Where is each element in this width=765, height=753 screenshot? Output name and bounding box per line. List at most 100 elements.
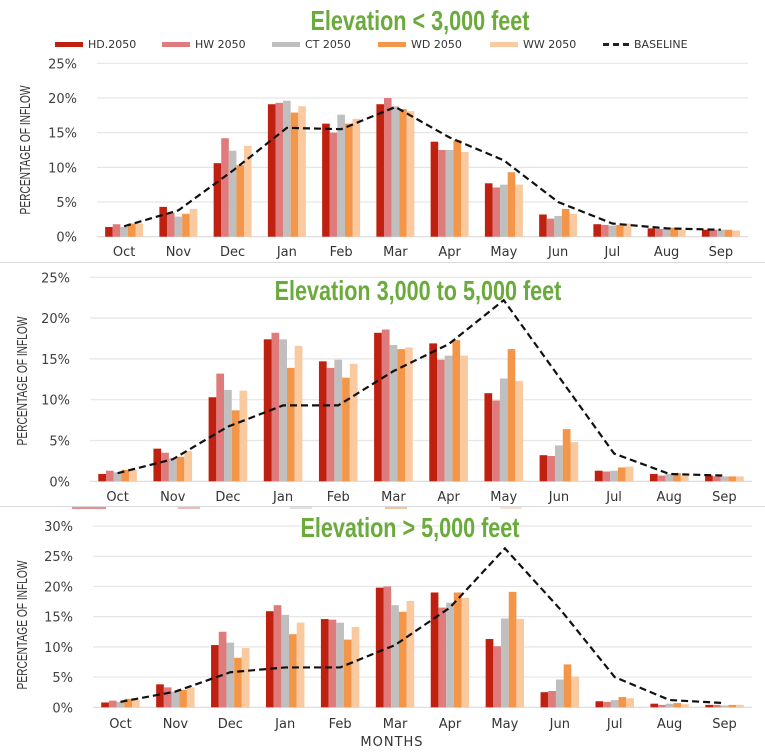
bar-hd-2050-jun <box>539 455 548 482</box>
bar-ww-2050-jul <box>623 223 632 237</box>
bar-ww-2050-dec <box>244 145 252 237</box>
bar-ww-2050-dec <box>241 648 250 708</box>
x-tick-label: Sep <box>709 245 734 260</box>
bar-ct-2050-mar <box>391 605 399 708</box>
bar-wd-2050-apr <box>452 340 461 482</box>
baseline-line <box>120 546 725 705</box>
bar-ww-2050-nov <box>186 687 195 708</box>
bar-wd-2050-oct <box>121 469 130 482</box>
legend-label-hw: HW 2050 <box>195 38 246 51</box>
bar-wd-2050-dec <box>236 165 245 237</box>
bar-hw-2050-oct <box>112 224 121 237</box>
x-tick-label: Oct <box>113 245 135 260</box>
y-tick-label: 5% <box>52 671 73 686</box>
bar-hw-2050-jul <box>600 224 609 237</box>
bar-hw-2050-jul <box>603 701 611 708</box>
legend-item-baseline: BASELINE <box>603 38 688 51</box>
bar-wd-2050-apr <box>453 140 462 237</box>
bar-ww-2050-jan <box>298 106 306 237</box>
x-tick-label: May <box>491 717 518 732</box>
legend-swatch-hd <box>55 42 83 47</box>
bar-ww-2050-jan <box>294 345 303 482</box>
bar-hd-2050-aug <box>649 473 658 482</box>
x-tick-label: Aug <box>657 717 682 732</box>
bar-hd-2050-jan <box>263 339 272 482</box>
bar-ct-2050-jan <box>283 100 291 237</box>
chart-title: Elevation > 5,000 feet <box>301 514 520 544</box>
x-tick-label: Sep <box>712 490 737 505</box>
x-tick-label: Oct <box>109 717 131 732</box>
bar-ct-2050-may <box>499 378 508 482</box>
bar-hd-2050-feb <box>322 123 330 237</box>
legend-swatch-ww <box>490 42 518 47</box>
bar-wd-2050-feb <box>344 123 353 237</box>
bar-ww-2050-nov <box>184 451 193 482</box>
y-axis-label: PERCENTAGE OF INFLOW <box>17 85 33 214</box>
chart-title: Elevation 3,000 to 5,000 feet <box>275 277 562 307</box>
chart-panel-mid-elevation: 0% 5% 10% 15% 20% 25% Oct Nov Dec Jan Feb Mar Apr May… <box>0 263 765 505</box>
bar-ww-2050-oct <box>129 469 137 482</box>
bar-ww-2050-may <box>515 184 523 237</box>
bar-hw-2050-jan <box>271 332 280 482</box>
x-tick-label: Jun <box>549 717 570 732</box>
y-tick-label: 10% <box>48 161 77 176</box>
bar-wd-2050-feb <box>342 377 350 482</box>
y-tick-label: 15% <box>44 611 73 626</box>
bar-hd-2050-dec <box>213 163 222 237</box>
legend-label-baseline: BASELINE <box>634 38 688 51</box>
x-tick-label: Nov <box>160 490 186 505</box>
bar-ct-2050-apr <box>445 150 454 237</box>
bar-ww-2050-jul <box>626 698 634 708</box>
bar-wd-2050-jul <box>618 697 627 708</box>
bar-hd-2050-mar <box>374 332 382 482</box>
bar-hw-2050-feb <box>326 367 335 482</box>
legend-item-hw: HW 2050 <box>162 38 246 51</box>
bar-ct-2050-feb <box>334 359 343 482</box>
bar-hw-2050-nov <box>163 687 172 708</box>
x-tick-label: Dec <box>218 717 243 732</box>
bar-ct-2050-aug <box>662 229 671 237</box>
bar-ct-2050-aug <box>665 473 674 482</box>
bar-ct-2050-jun <box>555 445 563 482</box>
bar-hw-2050-sep <box>712 476 721 482</box>
x-tick-label: Apr <box>439 717 462 732</box>
bar-hw-2050-jan <box>275 102 284 237</box>
bar-hd-2050-oct <box>101 702 109 708</box>
chart-low-elevation: 0% 5% 10% 15% 20% 25% Oct Nov Dec Jan Feb Mar Apr May… <box>17 7 748 260</box>
bar-hw-2050-dec <box>221 138 229 237</box>
bar-ct-2050-jul <box>610 700 619 708</box>
bar-hw-2050-oct <box>105 470 114 482</box>
x-tick-label: May <box>490 490 517 505</box>
bar-hd-2050-feb <box>320 619 329 708</box>
bar-hd-2050-dec <box>208 397 217 482</box>
bar-hw-2050-sep <box>709 229 718 237</box>
chart-high-elevation: 0% 5% 10% 15% 20% 25% 30% Oct Nov Dec Jan Feb Mar Apr… <box>14 514 752 750</box>
x-tick-label: Apr <box>437 490 460 505</box>
x-tick-label: Jul <box>604 245 621 260</box>
bar-ww-2050-nov <box>189 208 198 237</box>
bar-ww-2050-mar <box>406 111 415 237</box>
bar-hd-2050-mar <box>375 587 384 708</box>
bar-hd-2050-apr <box>430 592 439 708</box>
bar-hd-2050-dec <box>211 645 219 708</box>
bar-ww-2050-oct <box>135 223 144 237</box>
x-tick-label: May <box>490 245 517 260</box>
legend-label-ww: WW 2050 <box>523 38 577 51</box>
bar-hw-2050-apr <box>438 150 446 237</box>
bar-wd-2050-jun <box>561 208 570 237</box>
x-tick-label: Jul <box>605 490 622 505</box>
legend-item-hd: HD.2050 <box>55 38 136 51</box>
y-axis-label: PERCENTAGE OF INFLOW <box>14 560 30 689</box>
bar-ww-2050-mar <box>406 600 415 708</box>
bar-ww-2050-apr <box>461 597 470 708</box>
bar-ct-2050-may <box>501 618 509 708</box>
legend-label-hd: HD.2050 <box>88 38 137 51</box>
bar-hw-2050-nov <box>166 213 175 237</box>
bar-hw-2050-jun <box>547 456 556 482</box>
bar-ct-2050-feb <box>336 622 344 708</box>
y-tick-label: 10% <box>41 394 70 409</box>
bar-hd-2050-nov <box>153 448 162 482</box>
bar-hd-2050-oct <box>98 473 106 482</box>
bar-wd-2050-apr <box>453 592 462 708</box>
x-tick-label: Nov <box>166 245 192 260</box>
